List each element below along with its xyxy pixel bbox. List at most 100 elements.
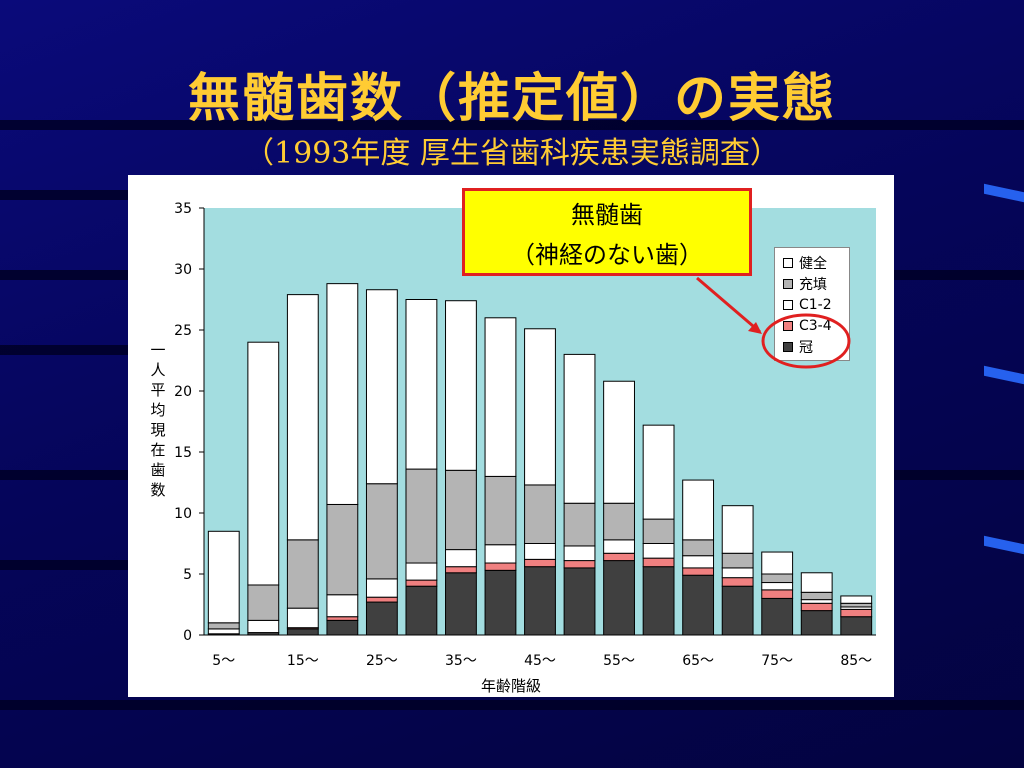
bar-segment xyxy=(445,300,477,471)
bar-segment xyxy=(563,560,596,569)
callout-line2: （神経のない歯） xyxy=(511,241,703,269)
bg-stripe xyxy=(0,270,128,280)
y-tick-label: 25 xyxy=(174,323,192,339)
bar-segment xyxy=(563,567,596,636)
bar-segment xyxy=(207,530,240,624)
bar-segment xyxy=(484,569,517,636)
bar-segment xyxy=(761,582,794,591)
bar-segment xyxy=(682,479,715,541)
bg-accent xyxy=(984,535,1024,555)
bar-segment xyxy=(840,608,873,618)
legend-label: 健全 xyxy=(799,256,827,272)
bar-segment xyxy=(721,567,754,579)
bar-segment xyxy=(563,353,596,504)
legend-item: 充填 xyxy=(783,274,827,294)
bar-segment xyxy=(524,558,556,568)
bar-segment xyxy=(761,551,794,575)
legend-swatch xyxy=(783,342,793,352)
bar-segment xyxy=(682,539,715,557)
bar-segment xyxy=(800,599,833,604)
bar-segment xyxy=(286,539,319,609)
y-axis-label-char: 均 xyxy=(150,401,166,419)
bar-segment xyxy=(800,591,833,601)
bar-segment xyxy=(800,602,833,612)
legend-swatch xyxy=(783,300,793,310)
bar-segment xyxy=(445,572,477,636)
bar-segment xyxy=(642,543,675,559)
bg-accent xyxy=(984,183,1024,203)
legend-item: 冠 xyxy=(783,337,813,357)
bar-segment xyxy=(207,622,240,630)
bar-segment xyxy=(761,573,794,584)
bar-segment xyxy=(405,299,438,470)
bar-segment xyxy=(405,585,438,636)
y-axis-label-char: 人 xyxy=(150,361,166,379)
bar-segment xyxy=(365,601,398,636)
bar-segment xyxy=(326,283,359,505)
y-tick-label: 0 xyxy=(183,628,192,644)
chart-legend: 健全充填 C1-2 C3-4 冠 xyxy=(774,247,850,361)
bar-segment xyxy=(484,317,517,477)
bar-segment xyxy=(445,566,477,574)
bar-segment xyxy=(445,469,477,551)
bar-segment xyxy=(524,484,556,545)
bg-stripe xyxy=(0,120,1024,130)
legend-item: C1-2 xyxy=(783,295,832,315)
bar-segment xyxy=(603,502,635,541)
bar-segment xyxy=(721,585,754,636)
y-axis-label-char: 一 xyxy=(150,341,166,359)
x-tick-label: 85〜 xyxy=(840,653,872,669)
bar-segment xyxy=(721,577,754,587)
y-tick-label: 30 xyxy=(174,262,192,278)
bar-segment xyxy=(365,483,398,580)
bar-segment xyxy=(603,539,635,554)
x-tick-label: 75〜 xyxy=(761,653,793,669)
bar-segment xyxy=(247,341,280,586)
x-tick-label: 25〜 xyxy=(366,653,398,669)
bar-segment xyxy=(286,607,319,629)
bar-segment xyxy=(484,544,517,564)
bg-stripe xyxy=(0,190,128,200)
bar-segment xyxy=(603,552,635,562)
x-tick-label: 45〜 xyxy=(524,653,556,669)
callout-box: 無髄歯 （神経のない歯） xyxy=(462,188,752,276)
x-tick-label: 35〜 xyxy=(445,653,477,669)
x-tick-label: 65〜 xyxy=(682,653,714,669)
legend-item: C3-4 xyxy=(783,316,832,336)
bar-segment xyxy=(365,289,398,485)
y-tick-label: 35 xyxy=(174,201,192,217)
bar-segment xyxy=(405,579,438,587)
legend-label: C3-4 xyxy=(799,318,832,334)
bar-segment xyxy=(365,578,398,598)
bar-segment xyxy=(603,380,635,504)
bar-segment xyxy=(405,562,438,581)
legend-item: 健全 xyxy=(783,253,827,273)
bar-segment xyxy=(326,619,359,636)
bar-segment xyxy=(326,616,359,621)
bar-segment xyxy=(840,595,873,604)
bar-segment xyxy=(326,594,359,618)
y-axis-label-char: 在 xyxy=(150,441,166,459)
bar-segment xyxy=(286,294,319,541)
bar-segment xyxy=(286,628,319,636)
bar-segment xyxy=(721,552,754,569)
bar-segment xyxy=(682,555,715,569)
slide-title: 無髄歯数（推定値）の実態 xyxy=(187,69,836,129)
x-tick-label: 55〜 xyxy=(603,653,635,669)
bar-segment xyxy=(484,562,517,571)
bar-segment xyxy=(524,566,556,636)
legend-swatch xyxy=(783,321,793,331)
bar-segment xyxy=(840,602,873,608)
legend-label: 充填 xyxy=(799,277,827,293)
bar-segment xyxy=(603,560,635,636)
bar-segment xyxy=(642,566,675,636)
bg-stripe xyxy=(0,700,1024,710)
y-axis-label: 一人平均現在歯数 xyxy=(148,340,168,500)
y-axis-label-char: 平 xyxy=(150,381,166,399)
bg-stripe xyxy=(0,560,128,570)
y-tick-label: 10 xyxy=(174,506,192,522)
bar-segment xyxy=(761,597,794,636)
bar-segment xyxy=(800,610,833,636)
bar-segment xyxy=(563,545,596,562)
y-tick-label: 20 xyxy=(174,384,192,400)
